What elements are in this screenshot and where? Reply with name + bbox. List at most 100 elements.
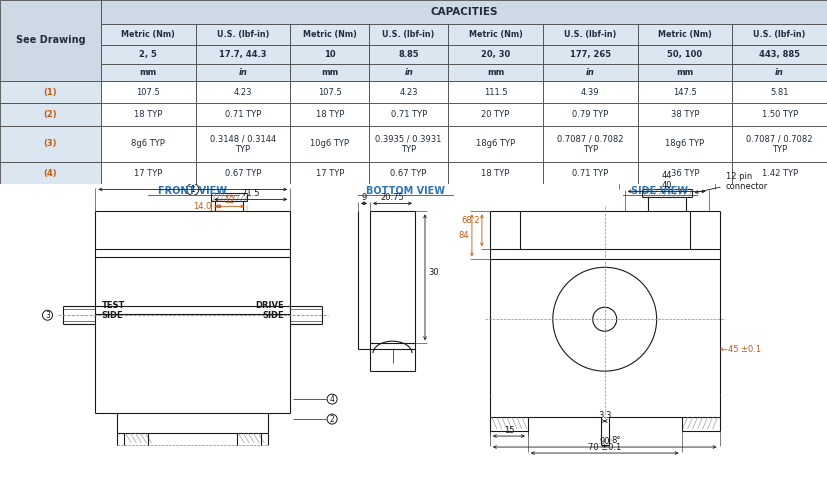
Text: mm: mm: [487, 68, 504, 77]
Text: 20, 30: 20, 30: [480, 50, 510, 59]
FancyBboxPatch shape: [638, 45, 732, 64]
FancyBboxPatch shape: [195, 162, 290, 184]
Text: 12: 12: [224, 196, 235, 205]
FancyBboxPatch shape: [448, 162, 543, 184]
FancyBboxPatch shape: [101, 45, 195, 64]
Text: 1: 1: [190, 185, 195, 194]
Text: 0.67 TYP: 0.67 TYP: [390, 169, 427, 178]
Text: in: in: [238, 68, 247, 77]
FancyBboxPatch shape: [369, 81, 448, 103]
Text: Metric (Nm): Metric (Nm): [658, 30, 712, 39]
Text: in: in: [586, 68, 595, 77]
Text: (2): (2): [44, 110, 57, 119]
Text: 443, 885: 443, 885: [759, 50, 801, 59]
Text: 1.42 TYP: 1.42 TYP: [762, 169, 798, 178]
Text: Metric (Nm): Metric (Nm): [303, 30, 356, 39]
Text: 18 TYP: 18 TYP: [134, 110, 162, 119]
Text: 111.5: 111.5: [484, 88, 507, 97]
Text: 107.5: 107.5: [136, 88, 160, 97]
Text: DRIVE
SIDE: DRIVE SIDE: [256, 300, 284, 320]
Text: 2, 5: 2, 5: [139, 50, 157, 59]
FancyBboxPatch shape: [290, 162, 369, 184]
Text: TEST
SIDE: TEST SIDE: [102, 300, 125, 320]
FancyBboxPatch shape: [101, 126, 195, 162]
FancyBboxPatch shape: [369, 45, 448, 64]
FancyBboxPatch shape: [732, 24, 827, 45]
FancyBboxPatch shape: [0, 103, 101, 126]
Text: 14.0: 14.0: [193, 202, 211, 211]
FancyBboxPatch shape: [195, 81, 290, 103]
Text: 90: 90: [600, 436, 610, 445]
Text: 4: 4: [330, 395, 335, 404]
Text: Metric (Nm): Metric (Nm): [122, 30, 175, 39]
Text: 0.7087 / 0.7082
TYP: 0.7087 / 0.7082 TYP: [557, 134, 624, 154]
Text: 44: 44: [662, 171, 672, 180]
FancyBboxPatch shape: [638, 162, 732, 184]
Text: 15: 15: [504, 425, 514, 434]
Text: BOTTOM VIEW: BOTTOM VIEW: [366, 186, 444, 196]
FancyBboxPatch shape: [290, 126, 369, 162]
Text: 30: 30: [428, 268, 438, 277]
Text: mm: mm: [321, 68, 338, 77]
Text: 36 TYP: 36 TYP: [671, 169, 699, 178]
Text: SIDE VIEW: SIDE VIEW: [631, 186, 688, 196]
FancyBboxPatch shape: [543, 64, 638, 81]
Text: 4.23: 4.23: [399, 88, 418, 97]
FancyBboxPatch shape: [732, 64, 827, 81]
Text: (3): (3): [44, 139, 57, 148]
FancyBboxPatch shape: [448, 126, 543, 162]
FancyBboxPatch shape: [290, 45, 369, 64]
FancyBboxPatch shape: [290, 103, 369, 126]
Text: 18g6 TYP: 18g6 TYP: [476, 139, 515, 148]
Text: 45 ±0.1: 45 ±0.1: [728, 345, 761, 354]
Text: 2: 2: [330, 415, 334, 423]
FancyBboxPatch shape: [101, 24, 195, 45]
FancyBboxPatch shape: [195, 64, 290, 81]
FancyBboxPatch shape: [543, 126, 638, 162]
FancyBboxPatch shape: [732, 162, 827, 184]
FancyBboxPatch shape: [732, 126, 827, 162]
Text: 17.7, 44.3: 17.7, 44.3: [219, 50, 266, 59]
Text: 71.5: 71.5: [241, 189, 260, 198]
FancyBboxPatch shape: [448, 24, 543, 45]
FancyBboxPatch shape: [101, 81, 195, 103]
Text: 18 TYP: 18 TYP: [481, 169, 509, 178]
FancyBboxPatch shape: [290, 24, 369, 45]
Text: 0.71 TYP: 0.71 TYP: [572, 169, 609, 178]
FancyBboxPatch shape: [369, 24, 448, 45]
FancyBboxPatch shape: [0, 126, 101, 162]
Text: 0.3148 / 0.3144
TYP: 0.3148 / 0.3144 TYP: [210, 134, 276, 154]
Text: FRONT VIEW: FRONT VIEW: [158, 186, 227, 196]
FancyBboxPatch shape: [101, 64, 195, 81]
Text: in: in: [775, 68, 784, 77]
FancyBboxPatch shape: [543, 24, 638, 45]
Text: 12 pin
connector: 12 pin connector: [696, 171, 767, 194]
Text: 1.50 TYP: 1.50 TYP: [762, 110, 798, 119]
FancyBboxPatch shape: [0, 162, 101, 184]
Text: U.S. (lbf-in): U.S. (lbf-in): [753, 30, 805, 39]
Text: CAPACITIES: CAPACITIES: [430, 7, 498, 17]
Text: 107.5: 107.5: [318, 88, 342, 97]
FancyBboxPatch shape: [638, 81, 732, 103]
FancyBboxPatch shape: [101, 162, 195, 184]
Text: U.S. (lbf-in): U.S. (lbf-in): [564, 30, 616, 39]
Text: mm: mm: [140, 68, 157, 77]
Text: 147.5: 147.5: [673, 88, 697, 97]
Text: 8.85: 8.85: [399, 50, 419, 59]
Text: 70 ±0.1: 70 ±0.1: [588, 443, 621, 452]
FancyBboxPatch shape: [0, 81, 101, 103]
FancyBboxPatch shape: [369, 64, 448, 81]
Text: 20 TYP: 20 TYP: [481, 110, 509, 119]
FancyBboxPatch shape: [290, 81, 369, 103]
FancyBboxPatch shape: [638, 64, 732, 81]
Text: U.S. (lbf-in): U.S. (lbf-in): [383, 30, 435, 39]
FancyBboxPatch shape: [195, 45, 290, 64]
FancyBboxPatch shape: [195, 103, 290, 126]
Text: 68.2: 68.2: [461, 216, 480, 225]
Text: 40: 40: [662, 181, 672, 190]
Text: in: in: [404, 68, 414, 77]
Text: 18g6 TYP: 18g6 TYP: [666, 139, 705, 148]
FancyBboxPatch shape: [543, 45, 638, 64]
FancyBboxPatch shape: [732, 81, 827, 103]
FancyBboxPatch shape: [195, 126, 290, 162]
